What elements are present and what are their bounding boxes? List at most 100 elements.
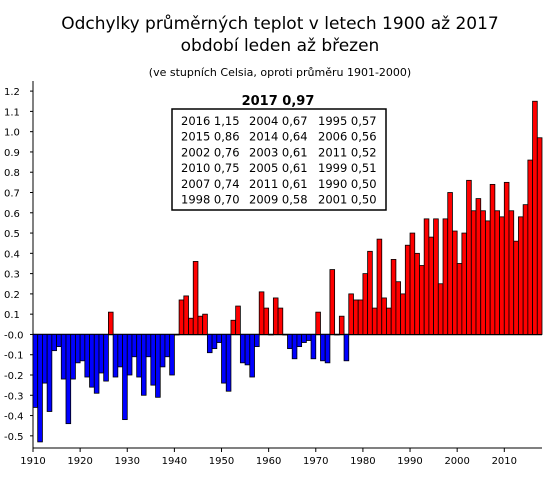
y-tick-label: 0.1 (4, 310, 20, 321)
bar-1966 (296, 334, 303, 348)
bar-1968 (305, 334, 312, 341)
bar-2010 (503, 181, 510, 335)
bar-1950 (221, 334, 227, 384)
bar-1967 (301, 334, 307, 343)
bar-2001 (461, 232, 467, 335)
bar-2014 (522, 204, 529, 335)
bar-1993 (423, 218, 430, 335)
x-tick-label: 1940 (162, 456, 187, 467)
bar-1958 (258, 291, 265, 335)
y-tick-label: 0.2 (4, 290, 20, 301)
bar-1973 (329, 269, 336, 335)
bar-2000 (456, 263, 463, 335)
bar-1965 (291, 334, 298, 360)
bar-2006 (485, 220, 491, 335)
info-box-entry: 1999 0,51 (318, 161, 377, 175)
bar-1989 (404, 244, 411, 335)
bar-2016 (532, 100, 538, 335)
bar-1944 (192, 261, 199, 335)
bar-1990 (409, 232, 416, 335)
bar-1984 (381, 297, 387, 335)
bar-1956 (249, 334, 255, 378)
bar-1932 (136, 334, 142, 378)
bar-1971 (320, 334, 326, 362)
x-tick-label: 1920 (67, 456, 92, 467)
y-tick-label: 1.2 (4, 87, 20, 98)
bar-1912 (42, 334, 48, 384)
y-tick-label: 0.7 (4, 189, 20, 200)
bar-1985 (386, 307, 392, 335)
y-tick-label: -0.1 (4, 351, 24, 362)
bar-1951 (225, 334, 232, 392)
bar-1957 (254, 334, 260, 348)
bar-1913 (46, 334, 53, 412)
bar-1963 (282, 334, 288, 336)
info-box-entry: 1995 0,57 (318, 114, 377, 128)
bar-1925 (103, 334, 109, 382)
info-box-entry: 2015 0,86 (181, 130, 240, 144)
bar-1988 (400, 293, 406, 335)
bar-1986 (390, 259, 397, 335)
bar-1926 (108, 311, 114, 335)
bar-1977 (348, 293, 354, 335)
bar-1994 (428, 236, 435, 335)
info-box-frame (171, 108, 387, 211)
bar-1933 (140, 334, 147, 396)
bars (32, 100, 543, 443)
bar-1934 (145, 334, 152, 358)
info-box-entry: 2004 0,67 (249, 114, 308, 128)
bar-2004 (475, 198, 482, 335)
x-tick-label: 1930 (115, 456, 140, 467)
bar-1996 (437, 283, 444, 335)
y-tick-label: 0.5 (4, 229, 20, 240)
x-tick-label: 1970 (303, 456, 328, 467)
bar-1930 (126, 334, 133, 376)
bar-1948 (211, 334, 218, 350)
bar-1980 (362, 273, 369, 335)
bar-1927 (112, 334, 119, 378)
y-tick-label: 0.3 (4, 270, 20, 281)
y-tick-label: 0.6 (4, 209, 20, 220)
bar-2009 (499, 216, 505, 335)
chart-note: (ve stupních Celsia, oproti průměru 1901… (148, 66, 412, 79)
bar-1961 (272, 297, 279, 335)
bar-1931 (131, 334, 138, 358)
bar-2007 (489, 183, 496, 335)
bar-1928 (117, 334, 123, 368)
bar-1962 (277, 307, 284, 335)
bar-1998 (447, 192, 453, 335)
bar-2011 (508, 210, 515, 335)
y-tick-label: -0.4 (4, 412, 24, 423)
y-tick-label: -0.2 (4, 371, 24, 382)
bar-1917 (65, 334, 72, 425)
bar-1959 (263, 307, 270, 335)
bar-1918 (70, 334, 76, 380)
info-box-header: 2017 0,97 (242, 94, 315, 109)
bar-1942 (183, 295, 189, 335)
x-tick-label: 1980 (350, 456, 375, 467)
bar-1999 (452, 230, 458, 335)
x-tick-label: 1950 (209, 456, 234, 467)
info-box-entry: 2016 1,15 (181, 114, 240, 128)
bar-1991 (414, 252, 420, 335)
bar-1924 (98, 334, 105, 374)
bar-2013 (518, 216, 524, 335)
bar-2003 (470, 210, 477, 335)
y-tick-label: -0.0 (4, 330, 24, 341)
bar-1982 (371, 307, 378, 335)
bar-1947 (206, 334, 213, 354)
bar-1976 (343, 334, 350, 362)
info-box-entry: 2005 0,61 (249, 161, 308, 175)
bar-1919 (75, 334, 81, 364)
bar-1964 (287, 334, 293, 350)
info-box-entry: 1990 0,50 (318, 177, 377, 191)
bar-1945 (197, 315, 204, 335)
y-tick-label: 0.9 (4, 148, 20, 159)
y-tick-label: 0.4 (4, 249, 20, 260)
info-box-entry: 1998 0,70 (181, 193, 240, 207)
x-tick-label: 2000 (444, 456, 469, 467)
bar-1955 (244, 334, 251, 366)
bar-1953 (235, 305, 241, 335)
bar-1938 (164, 334, 171, 358)
